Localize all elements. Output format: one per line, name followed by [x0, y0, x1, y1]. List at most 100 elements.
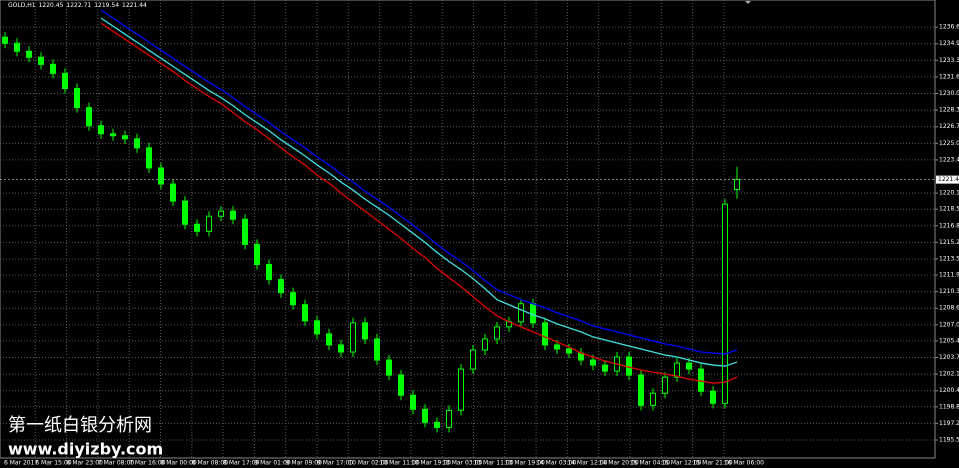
- candle-body: [530, 303, 536, 324]
- candle-body: [218, 210, 224, 217]
- candle-body: [734, 179, 740, 191]
- candle-body: [86, 107, 92, 127]
- candle-body: [170, 183, 176, 202]
- candle-body: [650, 392, 656, 406]
- y-tick-label: 1233.30: [939, 57, 959, 64]
- x-tick-label: 7 Mar 16:00: [129, 460, 165, 467]
- candle-body: [62, 72, 68, 90]
- y-tick-label: 1220.10: [939, 190, 959, 197]
- candle-body: [158, 167, 164, 185]
- plot-frame: [0, 0, 936, 459]
- candle-body: [302, 304, 308, 322]
- candle-body: [254, 243, 260, 266]
- y-tick-label: 1236.60: [939, 24, 959, 31]
- candle-body: [458, 368, 464, 411]
- candle-body: [446, 409, 452, 428]
- x-tick-label: 14 Mar 20:00: [599, 460, 639, 467]
- candle-body: [686, 362, 692, 370]
- candle-body: [26, 50, 32, 58]
- candle-body: [662, 376, 668, 394]
- candle-body: [266, 264, 272, 281]
- x-tick-label: 10 Mar 02:00: [348, 460, 388, 467]
- x-tick-label: 15 Mar 12:00: [661, 460, 701, 467]
- y-tick-label: 1203.75: [939, 354, 959, 361]
- y-tick-label: 1223.40: [939, 156, 959, 163]
- x-tick-label: 6 Mar 15:00: [35, 460, 71, 467]
- candle-body: [74, 88, 80, 109]
- moving-average-line: [100, 22, 738, 384]
- candle-body: [482, 338, 488, 351]
- candle-body: [602, 364, 608, 372]
- candle-body: [134, 138, 140, 149]
- last-price-label: 1221.44: [938, 176, 959, 183]
- candle-body: [194, 223, 200, 232]
- y-tick-label: 1226.70: [939, 123, 959, 130]
- candle-body: [398, 374, 404, 396]
- x-tick-label: 8 Mar 08:00: [192, 460, 228, 467]
- candle-body: [146, 147, 152, 169]
- watermark-url: www.diyizby.com: [8, 440, 163, 459]
- candle-body: [242, 218, 248, 245]
- candle-body: [350, 322, 356, 353]
- candle-body: [2, 36, 8, 44]
- candle-body: [410, 394, 416, 410]
- candle-body: [698, 368, 704, 392]
- x-tick-label: 15 Mar 04:00: [630, 460, 670, 467]
- ohlc-value: 1222.71: [66, 2, 91, 9]
- candle-body: [554, 344, 560, 350]
- candle-body: [98, 125, 104, 135]
- x-tick-label: 6 Mar 23:00: [67, 460, 103, 467]
- x-tick-label: 8 Mar 17:00: [223, 460, 259, 467]
- x-tick-label: 16 Mar 06:00: [724, 460, 764, 467]
- chart-title: GOLD,H1: [8, 2, 36, 9]
- candle-body: [722, 203, 728, 404]
- y-tick-label: 1231.65: [939, 73, 959, 80]
- x-tick-label: 7 Mar 08:00: [98, 460, 134, 467]
- candle-body: [518, 303, 524, 323]
- y-tick-label: 1197.20: [939, 420, 959, 427]
- ohlc-value: 1220.45: [39, 2, 64, 9]
- candle-body: [470, 349, 476, 370]
- candle-body: [362, 322, 368, 340]
- x-tick-label: 10 Mar 19:00: [411, 460, 451, 467]
- y-tick-label: 1230.00: [939, 90, 959, 97]
- candle-body: [386, 359, 392, 376]
- candle-body: [278, 279, 284, 294]
- x-tick-label: 6 Mar 2017: [4, 460, 38, 467]
- x-tick-label: 9 Mar 09:00: [286, 460, 322, 467]
- candle-body: [38, 56, 44, 65]
- candle-body: [710, 390, 716, 404]
- candle-body: [182, 200, 188, 225]
- candle-body: [14, 42, 20, 52]
- candle-body: [542, 322, 548, 346]
- y-tick-label: 1208.65: [939, 305, 959, 312]
- x-tick-label: 8 Mar 00:00: [161, 460, 197, 467]
- y-tick-label: 1234.95: [939, 40, 959, 47]
- y-tick-label: 1198.85: [939, 403, 959, 410]
- candle-body: [290, 292, 296, 306]
- candle-body: [566, 348, 572, 354]
- y-tick-label: 1218.50: [939, 206, 959, 213]
- x-tick-label: 9 Mar 01:00: [254, 460, 290, 467]
- x-tick-label: 14 Mar 03:00: [536, 460, 576, 467]
- candle-body: [122, 135, 128, 140]
- candle-body: [638, 374, 644, 406]
- moving-average-line: [100, 17, 738, 367]
- candle-body: [338, 344, 344, 353]
- ohlc-value: 1219.54: [94, 2, 119, 9]
- y-tick-label: 1216.85: [939, 222, 959, 229]
- last-price-box: [936, 175, 959, 184]
- candle-body: [494, 326, 500, 340]
- candle-body: [326, 333, 332, 346]
- y-tick-label: 1205.40: [939, 337, 959, 344]
- y-tick-label: 1213.55: [939, 255, 959, 262]
- y-tick-label: 1202.10: [939, 371, 959, 378]
- y-tick-label: 1225.05: [939, 140, 959, 147]
- moving-average-line: [100, 9, 738, 355]
- shift-marker: [745, 1, 751, 4]
- x-tick-label: 10 Mar 11:00: [380, 460, 420, 467]
- x-tick-label: 13 Mar 19:00: [505, 460, 545, 467]
- candle-body: [110, 133, 116, 137]
